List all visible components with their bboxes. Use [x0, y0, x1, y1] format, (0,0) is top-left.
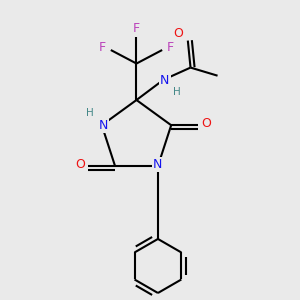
Text: H: H	[173, 87, 181, 97]
Text: F: F	[99, 41, 106, 54]
Text: O: O	[201, 117, 211, 130]
Text: N: N	[98, 119, 108, 132]
Text: N: N	[160, 74, 170, 87]
Text: O: O	[75, 158, 85, 171]
Text: H: H	[86, 108, 94, 118]
Text: F: F	[167, 41, 174, 54]
Text: N: N	[153, 158, 163, 171]
Text: O: O	[173, 26, 183, 40]
Text: F: F	[133, 22, 140, 35]
